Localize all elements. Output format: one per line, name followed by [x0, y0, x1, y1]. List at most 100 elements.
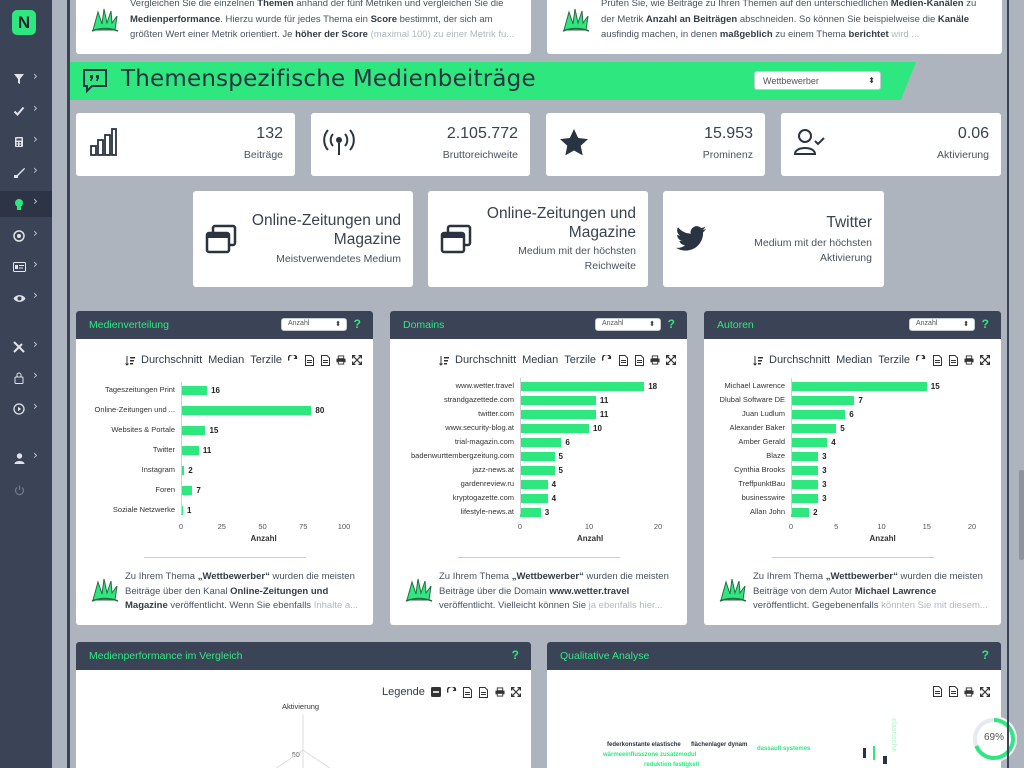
scrollbar-thumb[interactable] [1019, 470, 1024, 560]
file-icon[interactable] [618, 354, 628, 366]
bar[interactable] [791, 410, 846, 419]
x-axis-line [520, 378, 521, 514]
chart-toolbar: Durchschnitt Median Terzile [753, 354, 991, 366]
toggle-durchschnitt[interactable]: Durchschnitt [769, 354, 831, 366]
file-export-icon[interactable] [634, 354, 644, 366]
help-icon[interactable]: ? [981, 648, 989, 662]
bar[interactable] [520, 494, 548, 503]
desc-text: wurden die meisten Beiträge über die Dom… [439, 571, 669, 597]
toggle-terzile[interactable]: Terzile [564, 354, 597, 366]
sidebar-item-target[interactable]: › [0, 223, 52, 249]
bar[interactable] [520, 382, 645, 391]
theme-select[interactable]: Wettbewerber ⬍ [754, 71, 881, 90]
file-icon[interactable] [932, 354, 942, 366]
toggle-median[interactable]: Median [836, 354, 873, 366]
bar[interactable] [181, 486, 193, 495]
sort-icon[interactable] [439, 355, 449, 366]
progress-indicator[interactable]: 69% [971, 716, 1017, 762]
fullscreen-icon[interactable] [980, 686, 990, 697]
sidebar-item-check[interactable]: › [0, 98, 52, 124]
bar[interactable] [520, 480, 548, 489]
file-icon[interactable] [304, 354, 314, 366]
bar[interactable] [791, 438, 828, 447]
bar-value-label: 4 [551, 494, 557, 503]
bar[interactable] [520, 438, 562, 447]
metric-select[interactable]: Anzahl ⬍ [595, 318, 661, 331]
toggle-durchschnitt[interactable]: Durchschnitt [455, 354, 517, 366]
bar[interactable] [181, 406, 312, 415]
file-icon[interactable] [463, 686, 473, 698]
help-icon[interactable]: ? [511, 648, 519, 662]
help-icon[interactable]: ? [981, 317, 989, 331]
bar[interactable] [791, 466, 819, 475]
sidebar-item-play[interactable]: › [0, 396, 52, 422]
x-tick-label: 75 [299, 522, 308, 531]
panel-title: Medienverteilung [89, 319, 169, 331]
refresh-icon[interactable] [446, 687, 457, 698]
bar[interactable] [181, 506, 183, 515]
bar[interactable] [791, 508, 810, 517]
fullscreen-icon[interactable] [666, 355, 677, 366]
refresh-icon[interactable] [602, 355, 612, 366]
toggle-median[interactable]: Median [522, 354, 559, 366]
divider [144, 557, 306, 558]
refresh-icon[interactable] [288, 355, 298, 366]
bar[interactable] [791, 480, 819, 489]
bar[interactable] [181, 426, 206, 435]
bar[interactable] [520, 508, 541, 517]
sidebar-item-rocket[interactable]: › [0, 160, 52, 186]
bar[interactable] [520, 452, 555, 461]
desc-text: Zu Ihrem Thema [125, 571, 198, 582]
bar[interactable] [520, 410, 596, 419]
bar[interactable] [520, 396, 596, 405]
file-icon[interactable] [932, 686, 942, 697]
sidebar-item-lock[interactable]: › [0, 365, 52, 391]
fullscreen-icon[interactable] [352, 355, 363, 366]
metric-select[interactable]: Anzahl ⬍ [281, 318, 347, 331]
help-icon[interactable]: ? [667, 317, 675, 331]
minus-square-icon[interactable] [430, 687, 441, 698]
fullscreen-icon[interactable] [510, 687, 521, 698]
help-icon[interactable]: ? [353, 317, 361, 331]
sort-icon[interactable] [125, 355, 135, 366]
bar-value-label: 2 [813, 508, 818, 517]
toggle-terzile[interactable]: Terzile [250, 354, 283, 366]
sidebar-item-eye[interactable]: › [0, 285, 52, 311]
sidebar-item-tools[interactable]: › [0, 334, 52, 360]
toggle-terzile[interactable]: Terzile [878, 354, 911, 366]
legend-toggle[interactable]: Legende [382, 686, 425, 698]
bar[interactable] [520, 466, 555, 475]
bar[interactable] [520, 424, 589, 433]
file-export-icon[interactable] [948, 686, 958, 697]
toggle-median[interactable]: Median [208, 354, 245, 366]
print-icon[interactable] [336, 355, 346, 366]
sidebar-item-power[interactable] [0, 477, 52, 503]
print-icon[interactable] [495, 687, 505, 698]
sidebar-item-user[interactable]: › [0, 445, 52, 471]
print-icon[interactable] [964, 355, 974, 366]
bar[interactable] [791, 494, 819, 503]
bar[interactable] [791, 424, 837, 433]
sidebar-item-lightbulb[interactable]: › [0, 191, 52, 217]
bar[interactable] [791, 452, 819, 461]
bar[interactable] [181, 446, 199, 455]
bar[interactable] [181, 386, 208, 395]
sidebar-item-id-card[interactable]: › [0, 254, 52, 280]
print-icon[interactable] [650, 355, 660, 366]
sidebar-item-filter[interactable]: › [0, 66, 52, 92]
scrollbar-track[interactable] [1019, 0, 1024, 768]
print-icon[interactable] [964, 686, 974, 697]
bar[interactable] [181, 466, 185, 475]
file-export-icon[interactable] [320, 354, 330, 366]
toggle-durchschnitt[interactable]: Durchschnitt [141, 354, 203, 366]
metric-select[interactable]: Anzahl ⬍ [909, 318, 975, 331]
app-logo[interactable]: N [12, 10, 36, 35]
file-export-icon[interactable] [479, 686, 489, 698]
file-export-icon[interactable] [948, 354, 958, 366]
fullscreen-icon[interactable] [980, 355, 991, 366]
bar[interactable] [791, 382, 927, 391]
refresh-icon[interactable] [916, 355, 926, 366]
bar[interactable] [791, 396, 855, 405]
sort-icon[interactable] [753, 355, 763, 366]
sidebar-item-calculator[interactable]: › [0, 129, 52, 155]
